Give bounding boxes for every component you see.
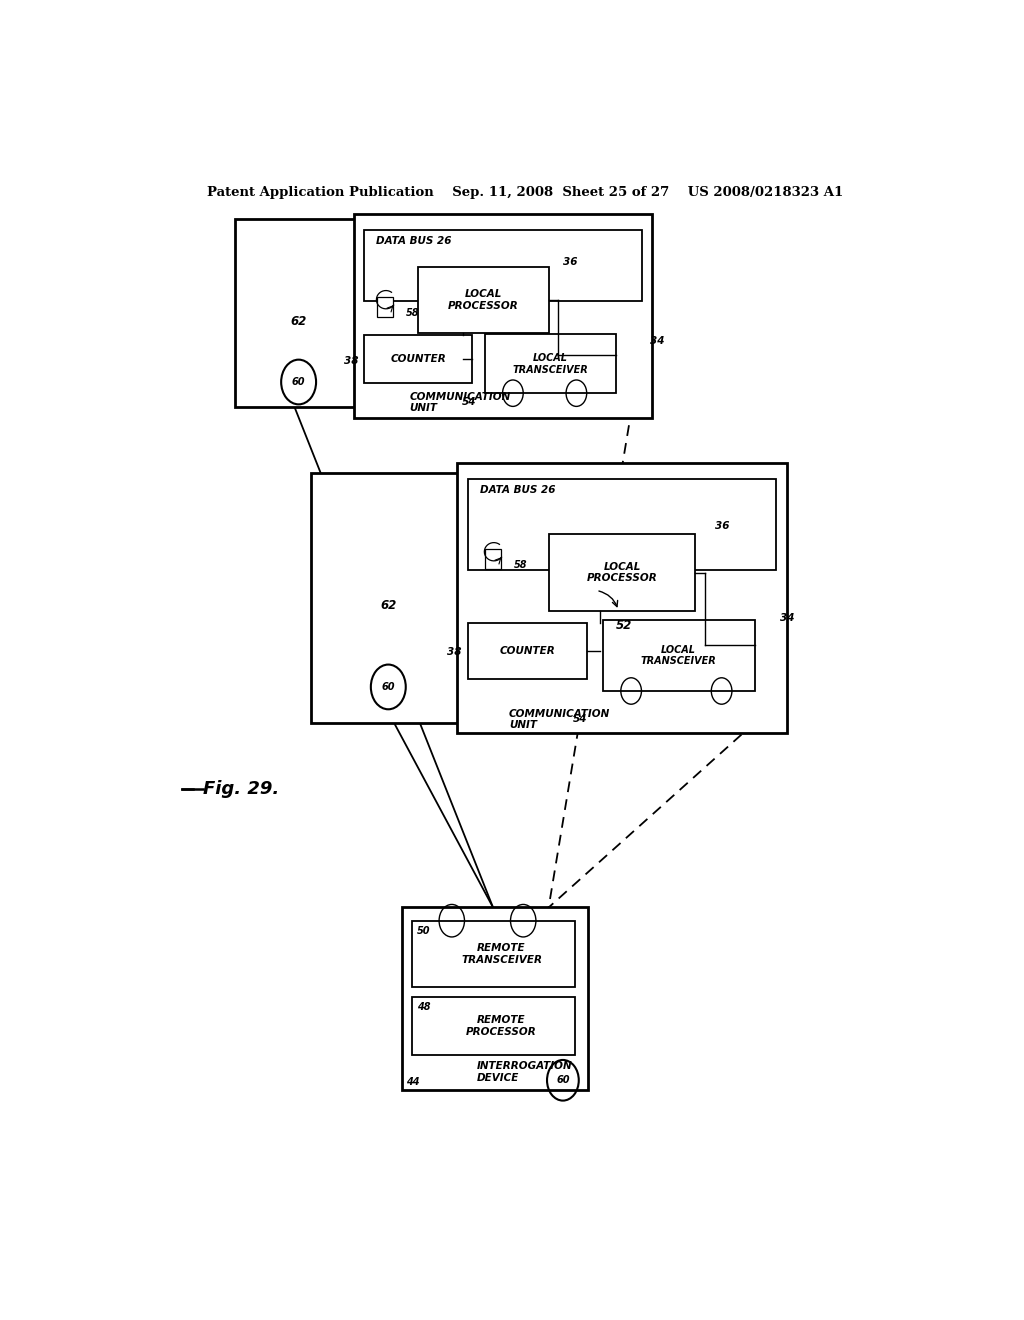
Bar [602, 620, 755, 690]
Text: 62: 62 [291, 314, 307, 327]
Text: DATA BUS 26: DATA BUS 26 [377, 236, 452, 246]
Text: 38: 38 [446, 647, 461, 657]
Text: LOCAL
PROCESSOR: LOCAL PROCESSOR [447, 289, 518, 312]
Bar [310, 474, 469, 722]
Bar [377, 297, 393, 317]
Text: DATA BUS 26: DATA BUS 26 [479, 484, 555, 495]
Text: LOCAL
PROCESSOR: LOCAL PROCESSOR [587, 562, 657, 583]
Bar [412, 997, 574, 1055]
Bar [354, 214, 651, 417]
Text: 60: 60 [556, 1076, 569, 1085]
Text: REMOTE
TRANSCEIVER: REMOTE TRANSCEIVER [461, 942, 542, 965]
Text: 54: 54 [573, 714, 588, 725]
Bar [236, 219, 374, 408]
Text: 60: 60 [382, 682, 395, 692]
Text: 36: 36 [563, 257, 578, 267]
Text: COMMUNICATION
UNIT: COMMUNICATION UNIT [509, 709, 610, 730]
Text: Patent Application Publication    Sep. 11, 2008  Sheet 25 of 27    US 2008/02183: Patent Application Publication Sep. 11, … [207, 186, 843, 199]
Text: LOCAL
TRANSCEIVER: LOCAL TRANSCEIVER [513, 352, 589, 375]
Text: Fig. 29.: Fig. 29. [204, 780, 280, 797]
Bar [485, 549, 501, 569]
Bar [458, 463, 786, 733]
Text: 34: 34 [650, 337, 665, 346]
Text: 58: 58 [514, 560, 527, 570]
Text: 48: 48 [417, 1002, 430, 1012]
Text: 36: 36 [715, 521, 730, 532]
Bar [468, 623, 587, 678]
Text: 58: 58 [407, 308, 420, 318]
Text: INTERROGATION
DEVICE: INTERROGATION DEVICE [477, 1061, 572, 1082]
Text: COMMUNICATION
UNIT: COMMUNICATION UNIT [410, 392, 511, 413]
Text: 54: 54 [462, 397, 476, 408]
Text: 34: 34 [780, 612, 795, 623]
Text: 52: 52 [616, 619, 632, 632]
Text: REMOTE
PROCESSOR: REMOTE PROCESSOR [466, 1015, 537, 1036]
Bar [418, 267, 549, 333]
Text: 50: 50 [417, 925, 430, 936]
Text: LOCAL
TRANSCEIVER: LOCAL TRANSCEIVER [641, 644, 717, 667]
Bar [365, 230, 642, 301]
Text: 62: 62 [380, 599, 396, 612]
Text: COUNTER: COUNTER [500, 645, 555, 656]
Bar [549, 535, 695, 611]
Text: 44: 44 [406, 1077, 419, 1088]
Bar [401, 907, 588, 1090]
Text: 60: 60 [292, 378, 305, 387]
Bar [365, 335, 472, 383]
Text: COUNTER: COUNTER [390, 354, 445, 364]
Bar [468, 479, 775, 570]
Bar [485, 334, 616, 393]
Bar [412, 921, 574, 987]
Text: 38: 38 [344, 355, 358, 366]
